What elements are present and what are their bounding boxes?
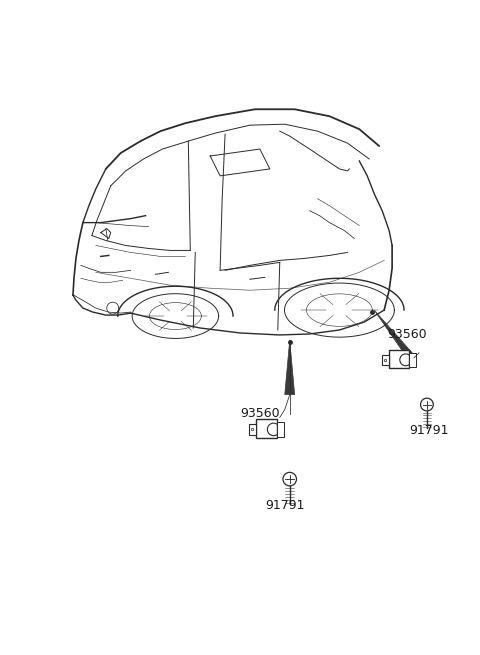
Text: 93560: 93560 (387, 328, 427, 341)
Text: 91791: 91791 (265, 499, 304, 512)
Bar (409, 353, 416, 367)
Bar (256, 419, 277, 438)
Bar (277, 422, 284, 437)
Polygon shape (374, 310, 414, 358)
Text: 91791: 91791 (409, 424, 448, 438)
Polygon shape (285, 340, 295, 394)
Bar (382, 355, 389, 365)
Bar (249, 424, 256, 435)
Bar (389, 350, 409, 368)
Text: 93560: 93560 (240, 407, 280, 421)
